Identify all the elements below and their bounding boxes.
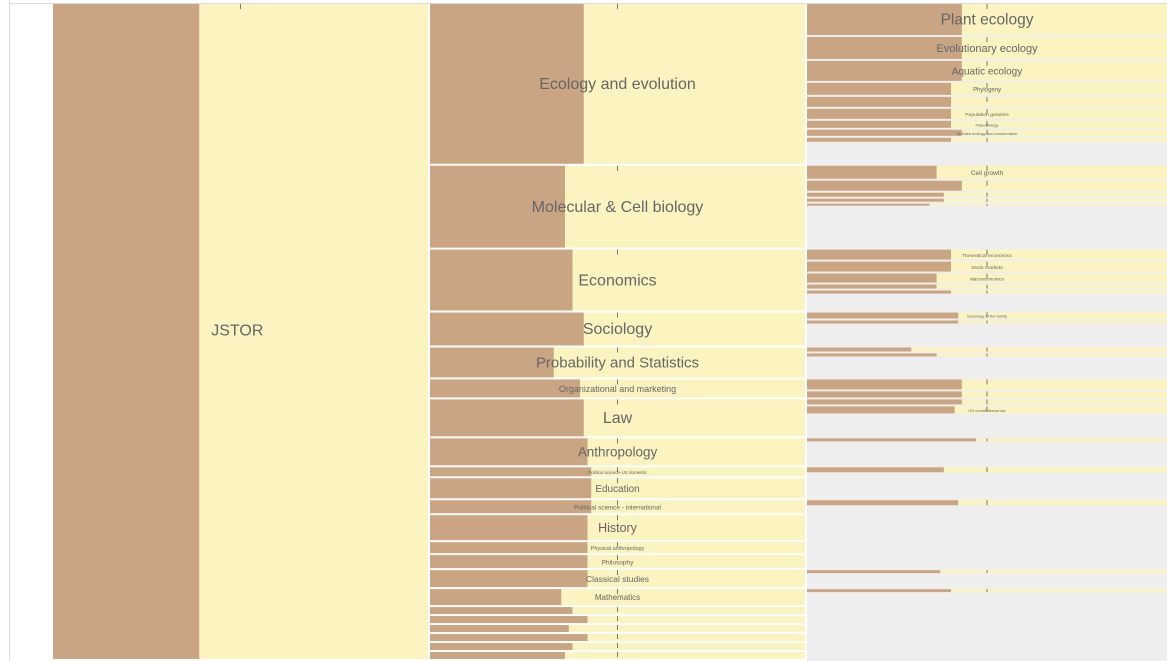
share-bar <box>807 198 944 202</box>
node <box>807 82 1167 95</box>
node-label: Ecology and evolution <box>539 76 696 93</box>
share-bar <box>430 607 573 615</box>
node-label: Mathematics <box>595 593 640 602</box>
share-bar <box>807 353 937 357</box>
node-label: Political science-US domestic <box>588 470 648 475</box>
share-bar <box>807 108 951 119</box>
node-label: Organizational and marketing <box>559 384 676 394</box>
node-label: Theoretical economics <box>962 253 1012 259</box>
node-label: Macroeconomics <box>970 276 1005 281</box>
share-bar <box>430 467 592 477</box>
share-bar <box>430 312 584 346</box>
node-label: Sociology <box>583 321 652 338</box>
share-bar <box>430 570 588 588</box>
share-bar <box>807 500 959 506</box>
node-label: Economics <box>578 272 656 289</box>
share-bar <box>807 438 977 442</box>
share-bar <box>430 347 554 378</box>
share-bar <box>807 379 962 390</box>
share-bar <box>430 4 584 164</box>
share-bar <box>807 203 930 206</box>
node-label: Education <box>595 484 639 495</box>
share-bar <box>430 589 562 606</box>
share-bar <box>807 273 937 283</box>
node-label: Molecular & Cell biology <box>532 199 704 216</box>
node-label: Species ecology and conservation <box>957 131 1018 136</box>
share-bar <box>807 391 962 398</box>
node-label: Paleobiology <box>976 122 999 127</box>
node-label: Evolutionary ecology <box>936 43 1038 55</box>
share-bar <box>807 129 962 136</box>
node-label: US constitutional law <box>968 408 1005 413</box>
node-label: Plant ecology <box>941 12 1034 29</box>
share-bar <box>807 249 951 260</box>
share-bar <box>807 467 944 473</box>
node-label: Political science - international <box>574 504 661 511</box>
share-bar <box>807 180 962 191</box>
share-bar <box>807 347 912 352</box>
node-label: Classical studies <box>586 574 649 584</box>
node-label: Population genetics <box>965 112 1009 118</box>
share-bar <box>430 555 588 569</box>
share-bar <box>807 290 951 294</box>
node-label: Sociology of the family <box>967 314 1007 319</box>
share-bar <box>430 399 584 437</box>
share-bar <box>807 589 951 593</box>
node-label: Phylogeny <box>973 87 1001 93</box>
share-bar <box>430 634 588 642</box>
share-bar <box>807 399 962 405</box>
share-bar <box>430 438 588 466</box>
share-bar <box>807 406 955 414</box>
share-bar <box>53 4 200 659</box>
node-label: JSTOR <box>211 323 263 340</box>
node-label: Stock markets <box>971 265 1003 271</box>
node-label: Physical anthropology <box>591 546 645 552</box>
share-bar <box>430 478 592 499</box>
share-bar <box>807 320 959 324</box>
share-bar <box>807 137 951 142</box>
node-label: Probability and Statistics <box>536 354 699 371</box>
share-bar <box>430 542 588 554</box>
share-bar <box>430 625 569 633</box>
share-bar <box>807 192 944 197</box>
share-bar <box>430 379 580 398</box>
share-bar <box>807 82 951 95</box>
node-label: Anthropology <box>578 444 658 459</box>
share-bar <box>807 165 937 179</box>
share-bar <box>430 643 573 651</box>
node-label: History <box>598 521 638 535</box>
share-bar <box>430 616 588 624</box>
share-bar <box>807 312 959 319</box>
share-bar <box>807 120 951 128</box>
share-bar <box>807 4 962 35</box>
share-bar <box>807 261 951 272</box>
node-label: Cell growth <box>971 170 1004 177</box>
share-bar <box>430 165 565 248</box>
share-bar <box>430 249 573 311</box>
share-bar <box>430 515 588 541</box>
share-bar <box>430 500 592 514</box>
share-bar <box>807 36 962 59</box>
node-label: Aquatic ecology <box>952 67 1022 78</box>
share-bar <box>807 570 941 574</box>
share-bar <box>807 284 937 289</box>
share-bar <box>807 96 951 107</box>
share-bar <box>807 60 962 81</box>
node-label: Philosophy <box>602 559 634 566</box>
node-label: Law <box>603 410 633 427</box>
share-bar <box>430 652 565 659</box>
node <box>430 542 805 554</box>
